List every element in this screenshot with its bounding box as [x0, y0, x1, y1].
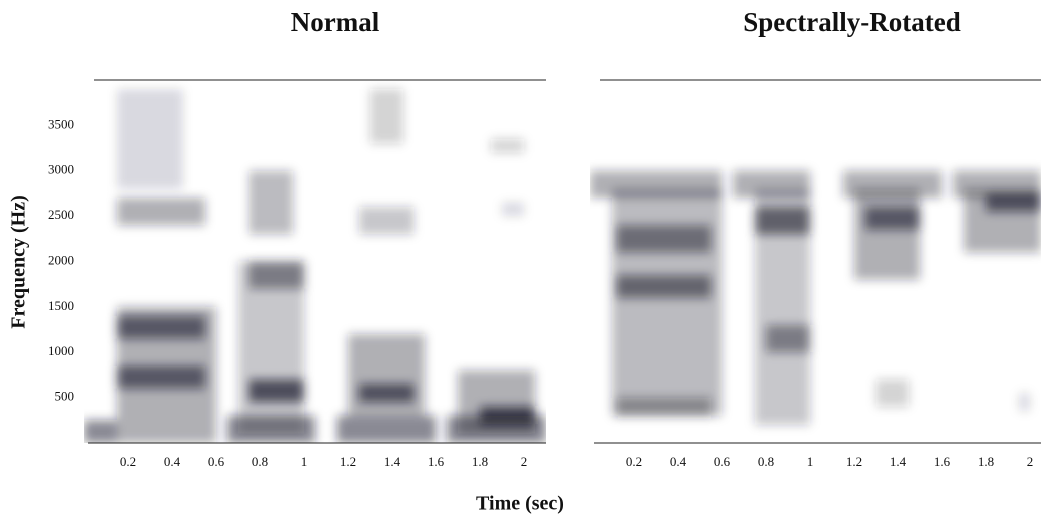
energy-region: [854, 188, 920, 280]
energy-region: [876, 379, 909, 407]
panel-title: Spectrally-Rotated: [743, 7, 960, 37]
energy-region: [337, 415, 436, 443]
energy-region: [616, 225, 711, 253]
x-tick-label: 0.8: [758, 454, 774, 469]
y-tick-label: 2000: [48, 252, 74, 267]
x-tick-label: 0.4: [164, 454, 181, 469]
x-tick-label: 0.6: [714, 454, 731, 469]
x-tick-label: 1.8: [472, 454, 488, 469]
x-tick-label: 2: [1027, 454, 1034, 469]
energy-region: [117, 197, 205, 226]
panel-title: Normal: [291, 7, 380, 37]
energy-region: [117, 89, 183, 189]
energy-region: [117, 365, 205, 389]
y-tick-label: 3000: [48, 162, 74, 177]
energy-region: [249, 170, 293, 235]
x-tick-label: 0.2: [626, 454, 642, 469]
energy-region: [865, 207, 920, 230]
x-tick-label: 1.2: [340, 454, 356, 469]
energy-region: [238, 261, 304, 434]
energy-region: [359, 384, 414, 403]
energy-region: [480, 406, 535, 425]
spectrogram: [590, 170, 1041, 425]
x-tick-label: 0.6: [208, 454, 225, 469]
energy-region: [502, 202, 524, 217]
x-tick-label: 1: [807, 454, 814, 469]
x-tick-label: 1.8: [978, 454, 994, 469]
y-tick-label: 2500: [48, 207, 74, 222]
y-tick-label: 3500: [48, 116, 74, 131]
x-tick-label: 1.2: [846, 454, 862, 469]
x-tick-label: 1: [301, 454, 308, 469]
energy-region: [359, 207, 414, 235]
x-tick-label: 1.4: [890, 454, 907, 469]
x-tick-label: 1.4: [384, 454, 401, 469]
energy-region: [766, 325, 810, 353]
energy-region: [986, 193, 1041, 212]
y-tick-label: 1000: [48, 343, 74, 358]
y-tick-label: 1500: [48, 298, 74, 313]
energy-region: [348, 334, 425, 416]
x-tick-label: 2: [521, 454, 528, 469]
energy-region: [117, 315, 205, 339]
energy-region: [370, 89, 403, 144]
energy-region: [612, 188, 722, 416]
energy-region: [616, 397, 711, 416]
x-tick-label: 1.6: [428, 454, 445, 469]
spectrogram: [84, 89, 546, 443]
energy-region: [249, 379, 304, 403]
energy-region: [755, 207, 810, 235]
x-axis-label: Time (sec): [476, 493, 564, 515]
energy-region: [84, 420, 117, 443]
energy-region: [1019, 393, 1030, 412]
x-tick-label: 0.4: [670, 454, 687, 469]
y-axis-label: Frequency (Hz): [8, 195, 30, 329]
x-tick-label: 1.6: [934, 454, 951, 469]
x-tick-label: 0.8: [252, 454, 268, 469]
energy-region: [249, 261, 304, 289]
energy-region: [616, 275, 711, 298]
y-tick-label: 500: [55, 389, 75, 404]
energy-region: [491, 138, 524, 153]
x-tick-label: 0.2: [120, 454, 136, 469]
